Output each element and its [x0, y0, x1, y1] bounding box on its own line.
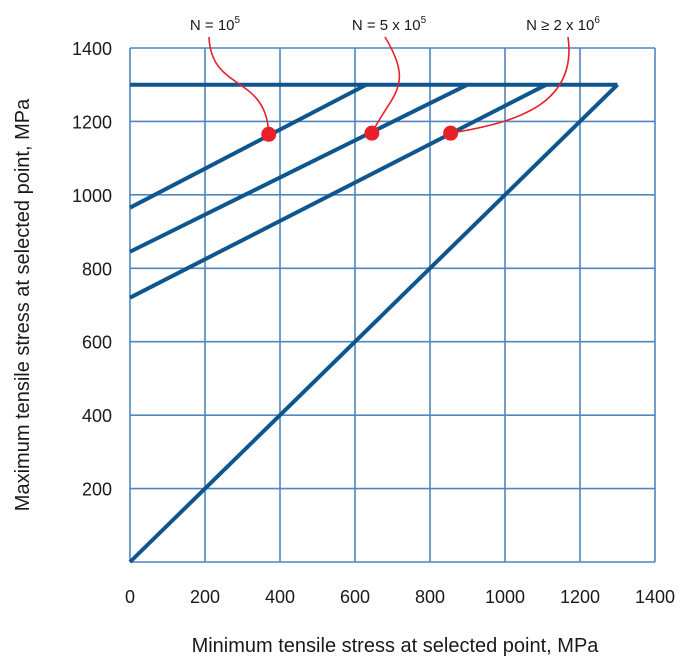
x-tick-label: 0 [125, 587, 135, 607]
annotation-label: N = 5 x 105 [352, 15, 427, 34]
x-tick-label: 400 [265, 587, 295, 607]
annotation-marker [443, 125, 459, 141]
annotation-leader [371, 36, 401, 134]
x-axis-title: Minimum tensile stress at selected point… [192, 635, 600, 657]
y-tick-label: 1400 [72, 39, 112, 59]
annotation-marker [261, 126, 277, 142]
y-tick-label: 200 [82, 480, 112, 500]
x-tick-label: 600 [340, 587, 370, 607]
x-tick-label: 800 [415, 587, 445, 607]
annotation-leader [208, 36, 270, 135]
series-lines [128, 82, 619, 564]
y-tick-label: 400 [82, 406, 112, 426]
x-tick-label: 1000 [485, 587, 525, 607]
grid [129, 47, 656, 563]
y-tick-label: 1200 [72, 112, 112, 132]
series-line-0 [128, 83, 619, 564]
series-line-2 [129, 82, 368, 210]
x-tick-label: 200 [190, 587, 220, 607]
y-axis-title: Maximum tensile stress at selected point… [12, 98, 34, 511]
annotation-label: N ≥ 2 x 106 [526, 15, 600, 34]
series-line-4 [129, 82, 548, 300]
y-tick-label: 1000 [72, 186, 112, 206]
series-line-3 [129, 82, 469, 254]
annotation-labels: N = 105 N = 5 x 105 N ≥ 2 x 106 [190, 15, 600, 34]
annotation-label: N = 105 [190, 15, 241, 34]
x-tick-labels: 0 200 400 600 800 1000 1200 1400 [125, 587, 675, 607]
x-tick-label: 1200 [560, 587, 600, 607]
y-tick-label: 800 [82, 259, 112, 279]
annotation-leader [450, 36, 570, 134]
y-tick-labels: 200 400 600 800 1000 1200 1400 [72, 39, 112, 500]
annotation-leaders [208, 36, 570, 142]
y-tick-label: 600 [82, 333, 112, 353]
annotation-marker [364, 125, 380, 141]
x-tick-label: 1400 [635, 587, 675, 607]
